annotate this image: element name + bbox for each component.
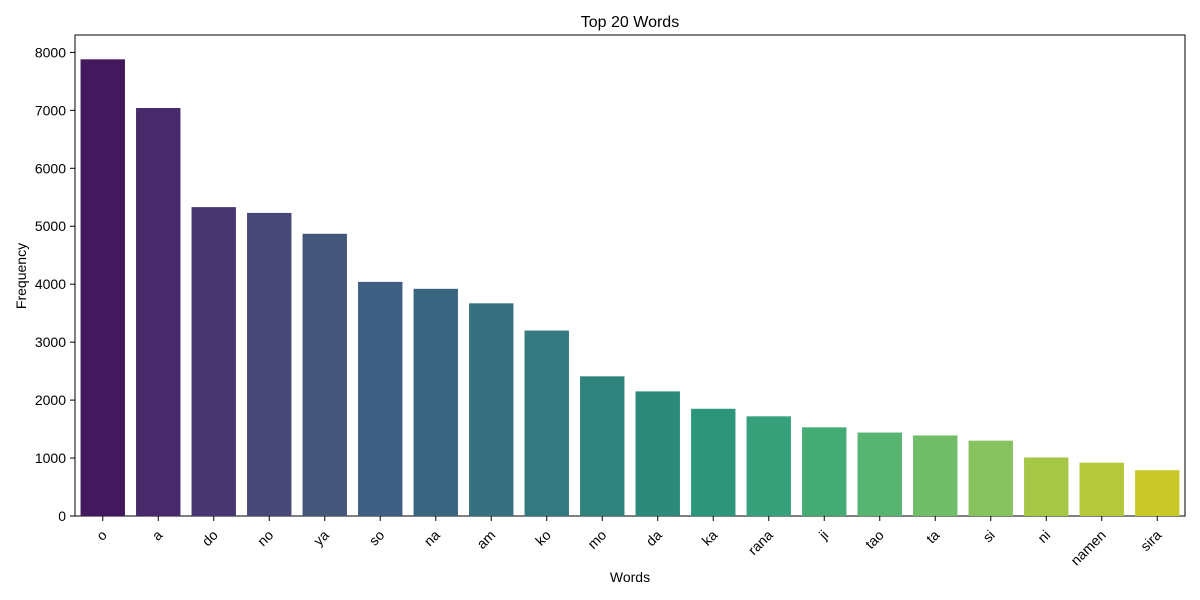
x-tick-label: am [473,527,498,552]
bar-na [413,288,458,516]
bars-group [80,59,1180,517]
bar-am [469,303,514,516]
y-tick-label: 3000 [35,334,66,350]
x-tick-label: no [254,527,276,549]
x-tick-label: so [366,527,388,549]
bar-ni [1024,457,1069,516]
x-tick-label: mo [584,527,609,552]
x-axis-title: Words [610,569,650,585]
y-tick-label: 7000 [35,102,66,118]
x-tick-label: tao [862,527,887,552]
x-tick-label: ji [815,527,831,543]
y-tick-label: 0 [58,508,66,524]
bar-tao [857,432,902,516]
y-tick-label: 8000 [35,44,66,60]
plot-area [74,34,1186,517]
x-tick-label: sira [1137,527,1164,554]
bar-da [635,391,680,516]
y-axis: 0 1000 2000 3000 4000 5000 6000 7000 8000 [35,44,75,524]
bar-do [191,207,236,516]
x-tick-label: namen [1067,527,1109,569]
chart-title: Top 20 Words [581,14,679,31]
y-tick-label: 1000 [35,450,66,466]
bar-ko [524,330,569,516]
bar-namen [1079,462,1124,516]
x-tick-label: si [979,527,997,545]
x-tick-label: do [199,527,221,549]
y-tick-label: 6000 [35,160,66,176]
x-axis: o a do no ya so na am ko mo da ka rana ji tao ta si ni nam… [93,516,1165,569]
bar-sira [1135,470,1180,516]
bar-rana [746,416,791,516]
y-tick-label: 2000 [35,392,66,408]
x-tick-label: ya [310,527,332,549]
bar-ya [302,233,347,516]
y-tick-label: 5000 [35,218,66,234]
x-tick-label: o [93,527,110,544]
x-tick-label: na [421,527,443,549]
bar-ka [691,408,736,516]
bar-no [247,212,292,516]
bar-a [136,108,181,516]
x-tick-label: ni [1034,527,1053,546]
plot-frame [74,34,1186,517]
bar-so [358,281,403,516]
bar-ta [913,435,958,516]
x-tick-label: ko [532,527,554,549]
x-tick-label: rana [745,527,776,558]
y-tick-label: 4000 [35,276,66,292]
x-tick-label: ka [699,527,721,549]
bar-ji [802,427,847,516]
y-axis-title: Frequency [13,243,29,309]
bar-o [80,59,125,517]
x-tick-label: a [149,527,166,544]
x-tick-label: da [643,527,665,549]
x-tick-label: ta [923,527,943,547]
bar-mo [580,376,625,516]
bar-si [968,440,1013,516]
